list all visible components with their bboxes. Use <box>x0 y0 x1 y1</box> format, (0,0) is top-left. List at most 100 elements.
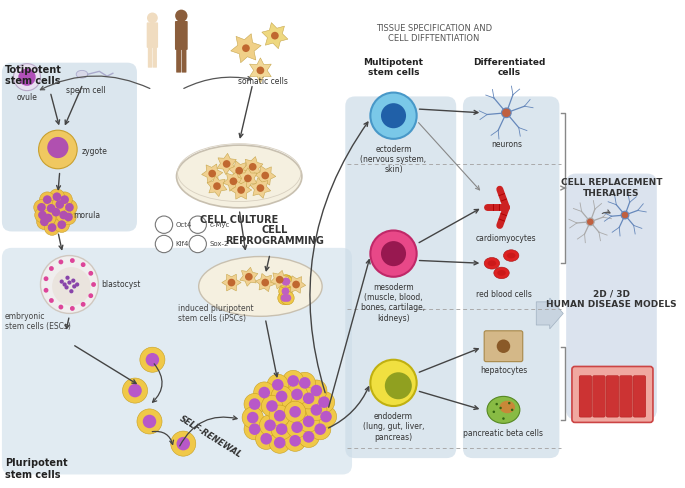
Circle shape <box>57 192 73 207</box>
Circle shape <box>244 393 265 415</box>
Circle shape <box>81 302 86 307</box>
Circle shape <box>291 388 303 400</box>
Circle shape <box>52 267 90 305</box>
Circle shape <box>155 235 173 253</box>
Circle shape <box>45 220 60 235</box>
Circle shape <box>289 435 301 447</box>
Polygon shape <box>240 267 258 286</box>
FancyBboxPatch shape <box>606 376 619 417</box>
Circle shape <box>37 203 46 212</box>
Circle shape <box>303 431 314 443</box>
Circle shape <box>499 407 502 409</box>
Circle shape <box>508 402 510 405</box>
Circle shape <box>60 195 69 204</box>
Circle shape <box>269 405 290 427</box>
Text: pancreatic beta cells: pancreatic beta cells <box>464 429 543 438</box>
Text: somatic cells: somatic cells <box>238 77 288 86</box>
Circle shape <box>88 271 93 276</box>
Text: mesoderm
(muscle, blood,
bones, cartilage,
kidneys): mesoderm (muscle, blood, bones, cartilag… <box>362 283 425 323</box>
Circle shape <box>236 167 243 175</box>
Polygon shape <box>255 166 276 185</box>
Circle shape <box>289 406 301 418</box>
Circle shape <box>269 432 290 453</box>
Text: Pluripotent
stem cells: Pluripotent stem cells <box>5 458 67 480</box>
Circle shape <box>48 223 56 232</box>
Circle shape <box>67 281 71 285</box>
Circle shape <box>38 130 77 169</box>
Circle shape <box>40 218 49 226</box>
Circle shape <box>62 283 66 286</box>
Circle shape <box>298 411 319 432</box>
Circle shape <box>88 293 93 298</box>
Circle shape <box>310 385 322 396</box>
Circle shape <box>249 424 260 435</box>
Circle shape <box>260 415 281 436</box>
Circle shape <box>171 431 196 456</box>
Text: zygote: zygote <box>82 147 108 156</box>
FancyBboxPatch shape <box>175 21 188 50</box>
Circle shape <box>64 285 68 289</box>
Circle shape <box>272 379 284 390</box>
Circle shape <box>381 103 406 128</box>
Ellipse shape <box>507 253 516 259</box>
Text: Totipotent
stem cells: Totipotent stem cells <box>5 64 62 86</box>
Polygon shape <box>207 176 227 197</box>
Text: Klf4: Klf4 <box>175 241 189 247</box>
Text: ovule: ovule <box>16 93 38 102</box>
Text: TISSUE SPECIFICATION AND
CELL DIFFTENTIATION: TISSUE SPECIFICATION AND CELL DIFFTENTIA… <box>376 24 492 43</box>
Circle shape <box>306 399 327 421</box>
Polygon shape <box>271 270 289 289</box>
Text: hepatocytes: hepatocytes <box>479 366 527 375</box>
Circle shape <box>43 195 51 204</box>
Circle shape <box>501 108 511 118</box>
Circle shape <box>43 201 59 216</box>
Text: blastocyst: blastocyst <box>101 280 140 289</box>
Circle shape <box>371 230 416 277</box>
Circle shape <box>189 235 206 253</box>
Circle shape <box>381 241 406 266</box>
Circle shape <box>52 197 68 212</box>
Circle shape <box>495 403 498 406</box>
Circle shape <box>64 213 73 222</box>
Circle shape <box>271 386 292 407</box>
Circle shape <box>47 204 55 213</box>
Text: morula: morula <box>73 210 101 220</box>
Circle shape <box>56 207 71 223</box>
Circle shape <box>286 384 308 405</box>
Circle shape <box>227 279 236 286</box>
Circle shape <box>53 192 61 201</box>
FancyBboxPatch shape <box>566 174 657 420</box>
FancyBboxPatch shape <box>147 22 158 48</box>
Polygon shape <box>231 181 251 199</box>
Circle shape <box>257 66 264 74</box>
Circle shape <box>274 410 286 422</box>
Circle shape <box>621 211 629 219</box>
Circle shape <box>253 382 275 403</box>
Polygon shape <box>217 153 236 175</box>
Circle shape <box>371 360 416 406</box>
Circle shape <box>75 283 79 286</box>
Circle shape <box>128 384 142 397</box>
Circle shape <box>279 285 292 298</box>
Circle shape <box>303 392 314 404</box>
Text: Oct4: Oct4 <box>175 222 192 228</box>
Circle shape <box>314 424 326 435</box>
Circle shape <box>91 282 96 287</box>
Text: Multipotent
stem cells: Multipotent stem cells <box>364 58 423 77</box>
Polygon shape <box>286 276 306 293</box>
Circle shape <box>65 203 74 212</box>
Circle shape <box>70 306 75 311</box>
Circle shape <box>55 200 64 209</box>
Circle shape <box>70 258 75 263</box>
Polygon shape <box>256 273 275 292</box>
Circle shape <box>229 178 237 185</box>
Circle shape <box>44 276 49 281</box>
Circle shape <box>40 192 55 207</box>
FancyBboxPatch shape <box>345 97 456 458</box>
Circle shape <box>267 374 288 395</box>
Circle shape <box>245 273 253 281</box>
Circle shape <box>493 410 495 413</box>
Circle shape <box>51 208 60 217</box>
Circle shape <box>281 294 288 302</box>
Circle shape <box>62 200 77 215</box>
